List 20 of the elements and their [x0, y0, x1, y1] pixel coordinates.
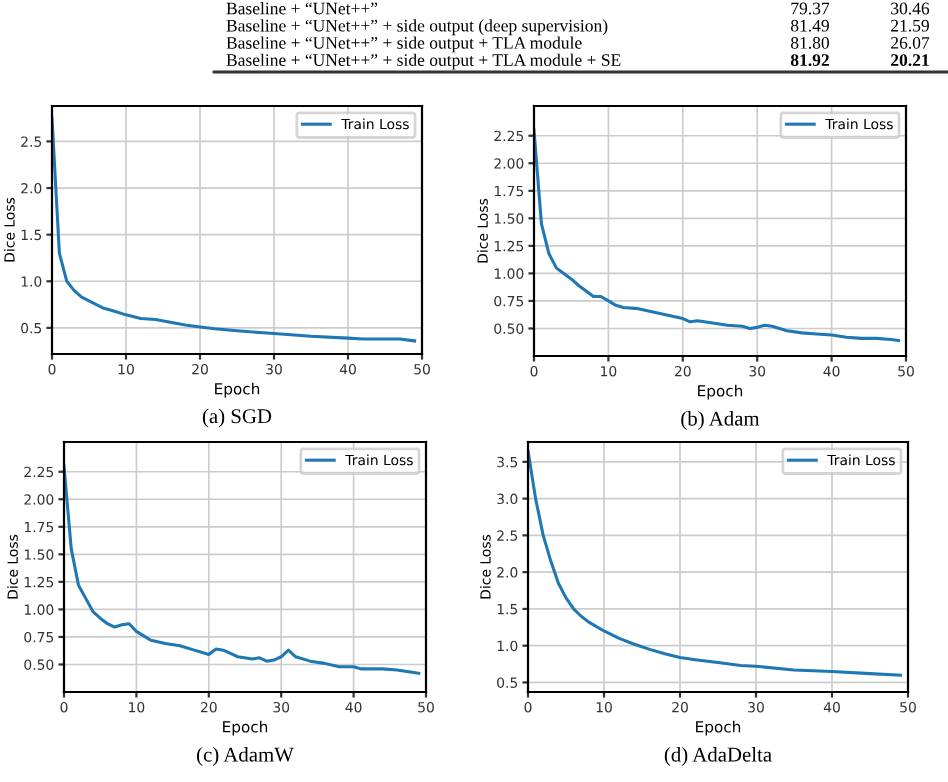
- line-series: [528, 449, 902, 677]
- text: 26.07: [891, 36, 930, 49]
- text: 81.80: [790, 36, 830, 49]
- text: Baseline + “UNet++”: [226, 2, 378, 15]
- text: 20.21: [891, 54, 929, 67]
- text: 21.59: [891, 19, 929, 32]
- line-series: [534, 128, 901, 343]
- text: (a) SGD: [202, 408, 272, 428]
- text: Baseline + “UNet++” + side output (deep supervision): [226, 19, 608, 36]
- text: 79.37: [791, 2, 830, 15]
- text: (b) Adam: [681, 411, 760, 430]
- text: 81.49: [790, 19, 829, 32]
- text: Baseline + “UNet++” + side output + TLA module + SE: [226, 53, 621, 70]
- line-series: [64, 464, 421, 675]
- text: (d) AdaDelta: [664, 747, 772, 766]
- text: 81.92: [790, 54, 829, 67]
- text: 30.46: [891, 2, 930, 15]
- text: (c) AdamW: [197, 747, 294, 766]
- text: Baseline + “UNet++” + side output + TLA module: [226, 36, 582, 53]
- line-series: [52, 116, 417, 343]
